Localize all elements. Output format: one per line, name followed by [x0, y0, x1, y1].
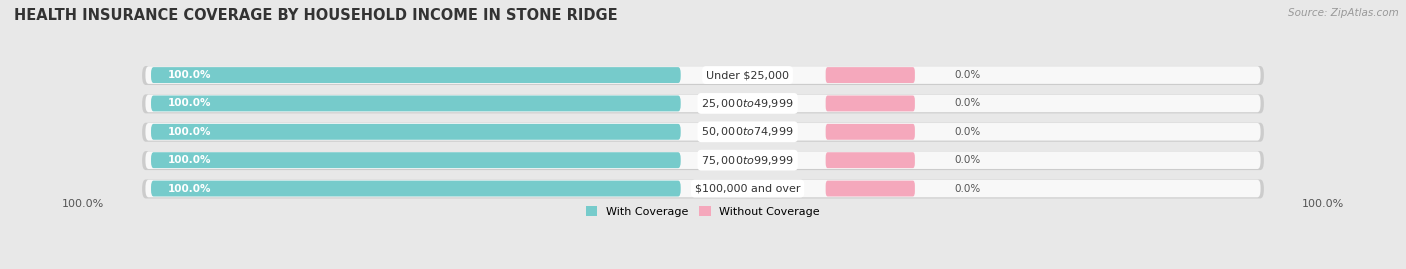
Text: HEALTH INSURANCE COVERAGE BY HOUSEHOLD INCOME IN STONE RIDGE: HEALTH INSURANCE COVERAGE BY HOUSEHOLD I… [14, 8, 617, 23]
FancyBboxPatch shape [145, 151, 1261, 169]
Text: 100.0%: 100.0% [167, 127, 211, 137]
FancyBboxPatch shape [825, 124, 915, 140]
Text: $100,000 and over: $100,000 and over [695, 183, 800, 193]
Text: 100.0%: 100.0% [167, 155, 211, 165]
Text: 100.0%: 100.0% [167, 98, 211, 108]
FancyBboxPatch shape [825, 95, 915, 111]
Text: 0.0%: 0.0% [953, 98, 980, 108]
FancyBboxPatch shape [150, 95, 681, 111]
Text: 0.0%: 0.0% [953, 183, 980, 193]
FancyBboxPatch shape [825, 180, 915, 196]
Text: 0.0%: 0.0% [953, 70, 980, 80]
Text: $50,000 to $74,999: $50,000 to $74,999 [702, 125, 794, 138]
FancyBboxPatch shape [145, 66, 1261, 84]
Text: $25,000 to $49,999: $25,000 to $49,999 [702, 97, 794, 110]
Text: $75,000 to $99,999: $75,000 to $99,999 [702, 154, 794, 167]
FancyBboxPatch shape [142, 123, 1264, 142]
FancyBboxPatch shape [145, 95, 1261, 112]
FancyBboxPatch shape [150, 152, 681, 168]
FancyBboxPatch shape [150, 180, 681, 196]
Text: 100.0%: 100.0% [167, 70, 211, 80]
Text: 100.0%: 100.0% [1302, 199, 1344, 209]
FancyBboxPatch shape [825, 67, 915, 83]
FancyBboxPatch shape [142, 94, 1264, 113]
FancyBboxPatch shape [150, 67, 681, 83]
Text: Under $25,000: Under $25,000 [706, 70, 789, 80]
FancyBboxPatch shape [145, 180, 1261, 197]
Text: 100.0%: 100.0% [167, 183, 211, 193]
FancyBboxPatch shape [142, 179, 1264, 199]
FancyBboxPatch shape [142, 151, 1264, 170]
FancyBboxPatch shape [145, 123, 1261, 141]
FancyBboxPatch shape [150, 124, 681, 140]
Text: 100.0%: 100.0% [62, 199, 104, 209]
Text: Source: ZipAtlas.com: Source: ZipAtlas.com [1288, 8, 1399, 18]
Legend: With Coverage, Without Coverage: With Coverage, Without Coverage [586, 206, 820, 217]
FancyBboxPatch shape [142, 66, 1264, 85]
Text: 0.0%: 0.0% [953, 155, 980, 165]
FancyBboxPatch shape [825, 152, 915, 168]
Text: 0.0%: 0.0% [953, 127, 980, 137]
